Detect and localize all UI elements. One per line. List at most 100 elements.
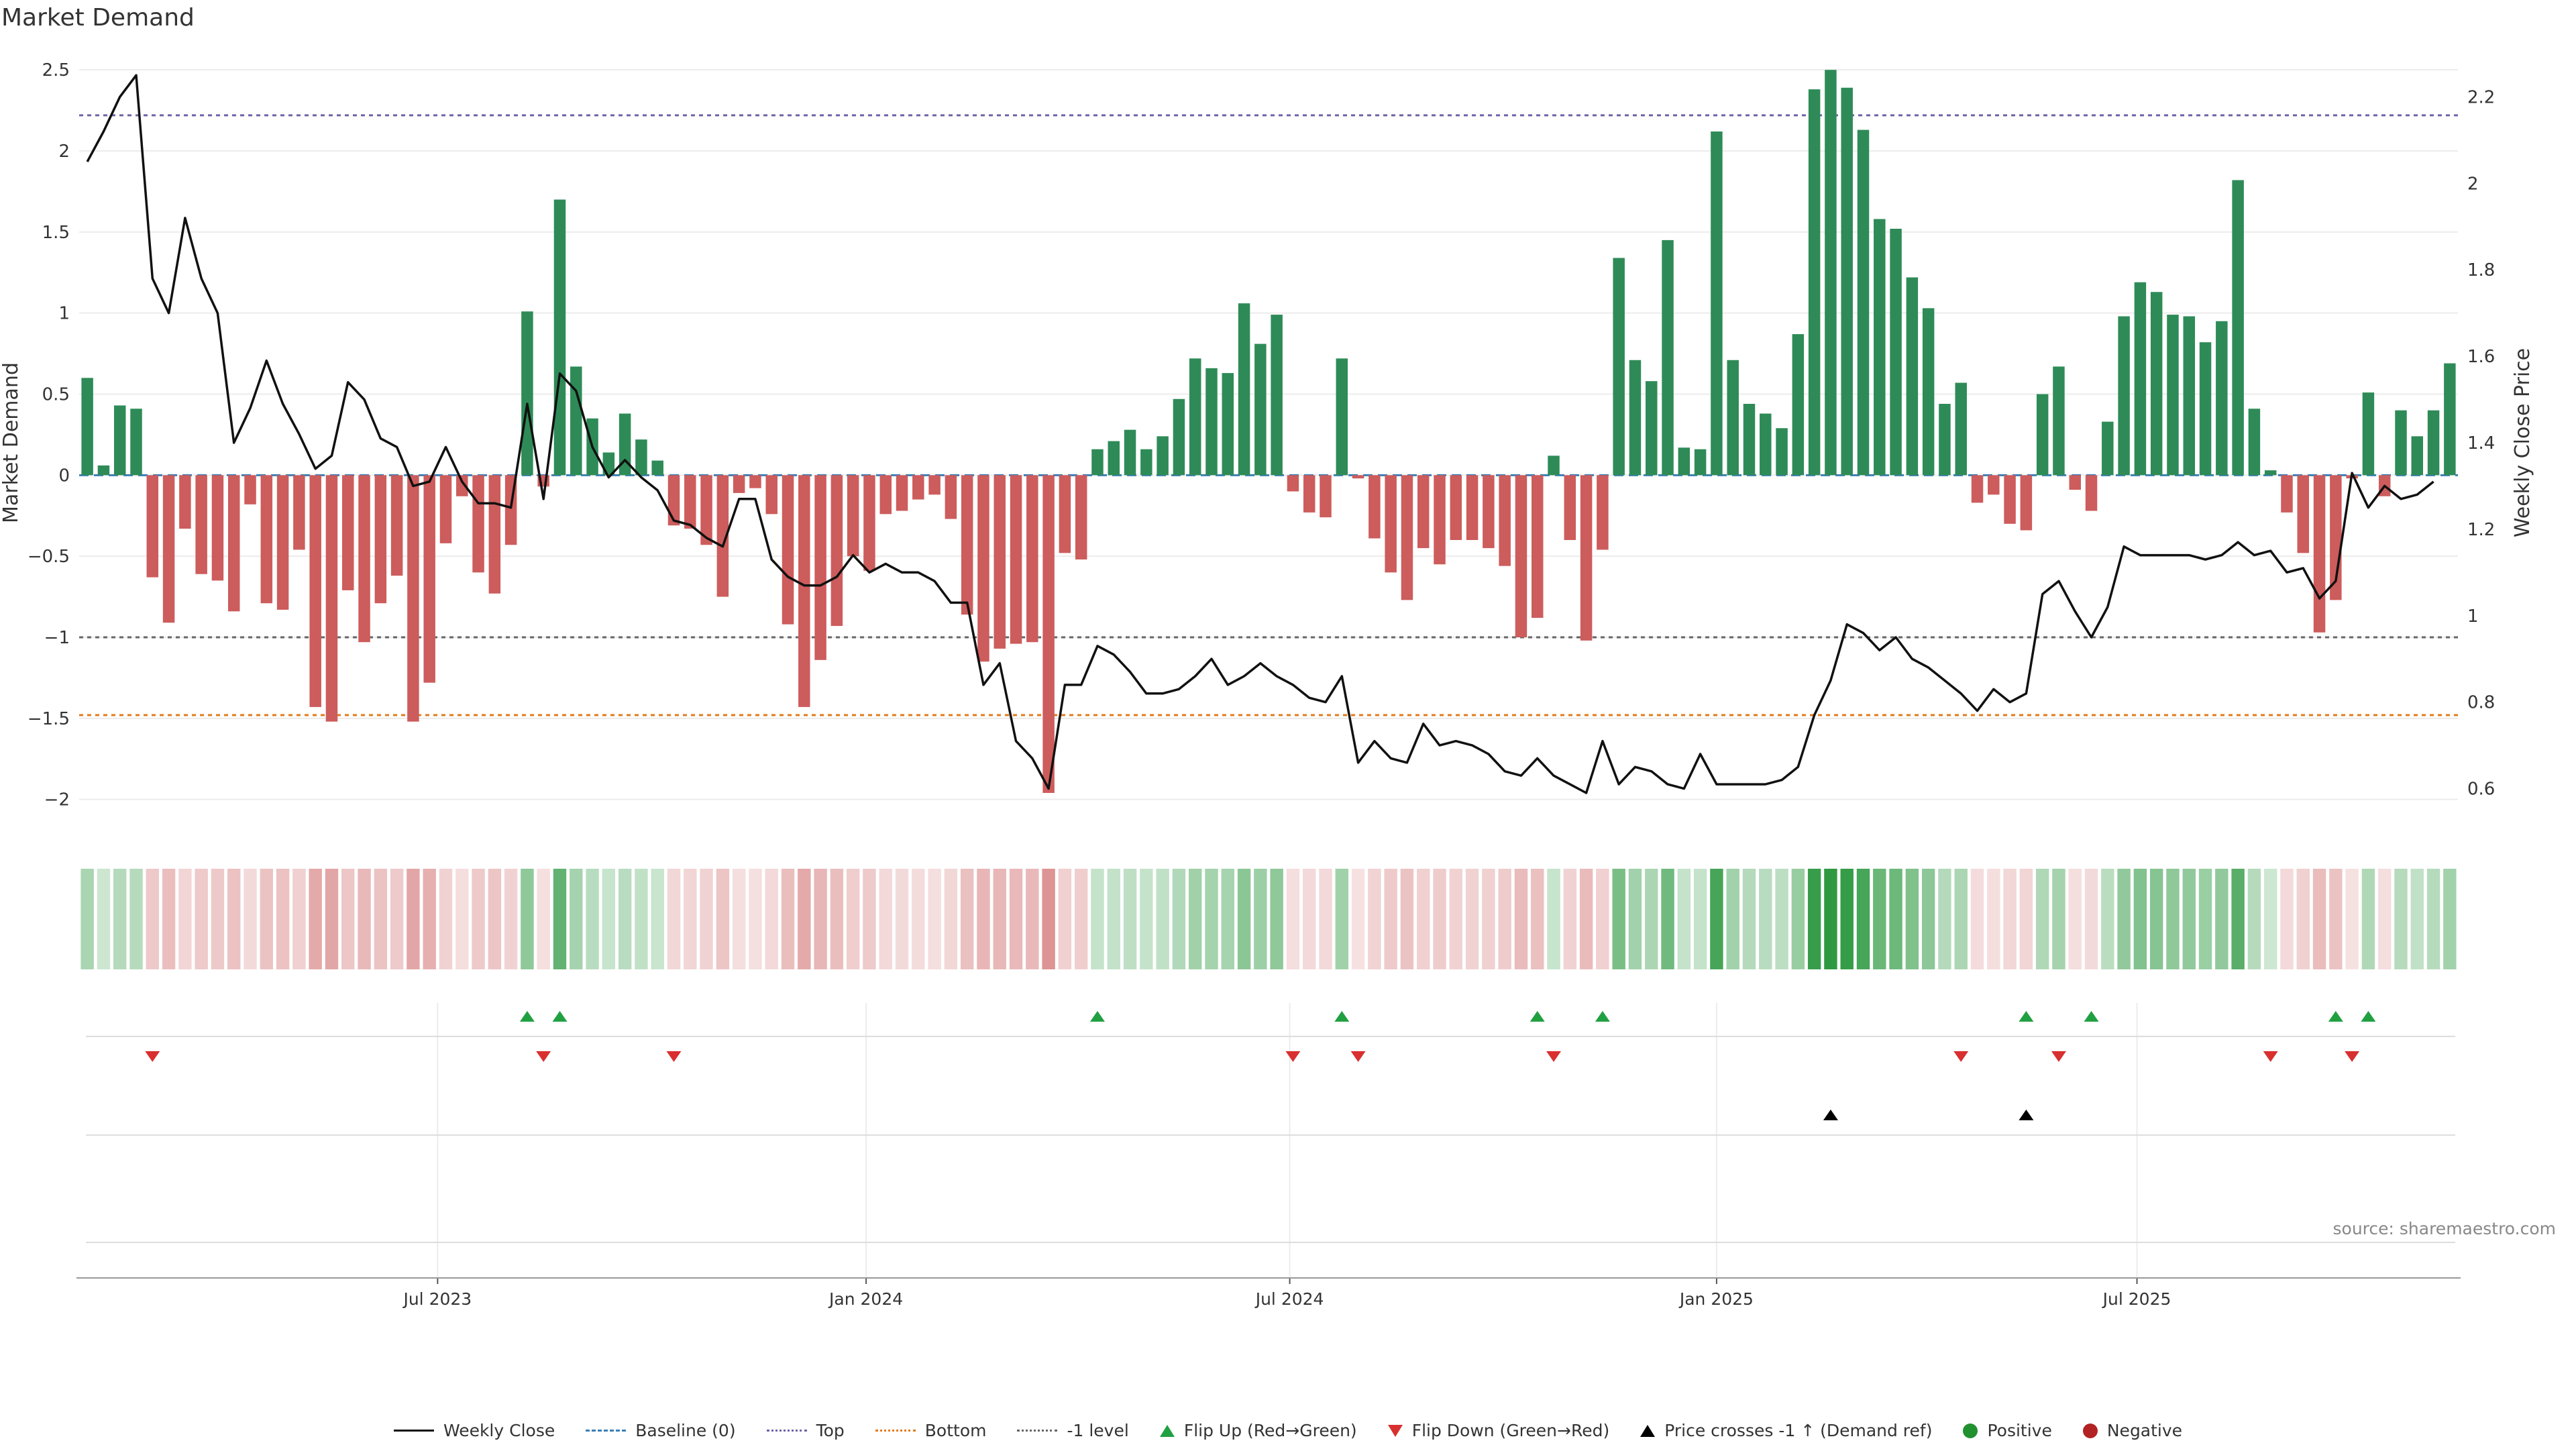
heat-cell xyxy=(2263,869,2277,969)
heat-cell xyxy=(1938,869,1951,969)
heat-cell xyxy=(1807,869,1821,969)
legend-item-positive: Positive xyxy=(1963,1421,2052,1440)
demand-bar xyxy=(1205,368,1218,476)
demand-bar xyxy=(2150,292,2163,476)
y-tick-label: −2 xyxy=(44,790,70,810)
price-line-layer xyxy=(86,74,2434,794)
heat-cell xyxy=(2068,869,2082,969)
demand-bar xyxy=(1401,475,1413,600)
demand-bar xyxy=(1254,343,1267,476)
heat-cell xyxy=(1091,869,1104,969)
heat-cell xyxy=(1074,869,1088,969)
demand-bar xyxy=(2362,392,2375,476)
heat-cell xyxy=(276,869,290,969)
demand-bar xyxy=(2118,316,2130,476)
legend-item-bottom: Bottom xyxy=(875,1421,986,1440)
heat-cell xyxy=(1417,869,1430,969)
heat-cell xyxy=(1351,869,1365,969)
demand-bar xyxy=(325,475,338,722)
demand-bar xyxy=(994,475,1006,649)
heat-cell xyxy=(830,869,844,969)
heat-cell xyxy=(1921,869,1935,969)
y2-tick-label: 1 xyxy=(2467,606,2479,627)
heat-cell xyxy=(1628,869,1642,969)
legend-item-top: Top xyxy=(766,1421,845,1440)
demand-bar xyxy=(2004,475,2016,524)
y-tick-label: 2 xyxy=(58,142,70,162)
heat-cell xyxy=(1775,869,1788,969)
heat-cell xyxy=(1661,869,1674,969)
demand-bar xyxy=(1988,475,2000,495)
heat-cell xyxy=(1221,869,1234,969)
heat-cell xyxy=(2133,869,2147,969)
demand-bar xyxy=(244,475,256,504)
demand-bar xyxy=(1222,373,1234,476)
demand-bar xyxy=(1026,475,1038,643)
heat-cell xyxy=(2084,869,2098,969)
demand-bar xyxy=(1727,360,1739,476)
flip-down-marker xyxy=(1953,1051,1969,1062)
demand-bar xyxy=(1515,475,1527,637)
legend-item-weekly-close: Weekly Close xyxy=(393,1421,555,1440)
demand-bar xyxy=(1450,475,1462,540)
demand-bar xyxy=(1238,303,1250,476)
heat-cell xyxy=(2035,869,2049,969)
heat-cell xyxy=(407,869,420,969)
demand-bar xyxy=(1857,129,1870,476)
heat-cell xyxy=(2443,869,2457,969)
heat-cell xyxy=(2166,869,2180,969)
demand-bar xyxy=(162,475,175,623)
demand-bar xyxy=(390,475,403,576)
demand-bar xyxy=(1597,475,1609,550)
demand-bar xyxy=(1075,475,1087,559)
demand-bar xyxy=(1776,428,1788,476)
demand-bar xyxy=(749,475,761,488)
heat-cell xyxy=(1579,869,1593,969)
heat-cell xyxy=(2410,869,2424,969)
demand-bar xyxy=(1417,475,1430,549)
heat-cell xyxy=(2019,869,2033,969)
heat-cell xyxy=(439,869,453,969)
demand-bar xyxy=(146,475,159,578)
heat-cell xyxy=(732,869,746,969)
heat-cell xyxy=(1237,869,1251,969)
demand-bar xyxy=(830,475,843,627)
demand-bar xyxy=(2085,475,2098,511)
heat-cell xyxy=(227,869,241,969)
heat-cell xyxy=(2003,869,2017,969)
heat-cell xyxy=(537,869,550,969)
y-tick-label: 0.5 xyxy=(42,385,70,405)
demand-bars xyxy=(81,70,2456,793)
flip-down-marker xyxy=(2345,1051,2360,1062)
demand-bar xyxy=(716,475,729,597)
signal-markers xyxy=(145,1011,2376,1120)
demand-bar xyxy=(1808,89,1821,476)
demand-bar xyxy=(2069,475,2081,490)
heat-cell xyxy=(1026,869,1039,969)
demand-bar xyxy=(2395,410,2407,476)
heat-cell xyxy=(684,869,697,969)
heat-cell xyxy=(80,869,94,969)
heat-cell xyxy=(1465,869,1479,969)
heat-cell xyxy=(2361,869,2375,969)
reference-lines xyxy=(79,114,2458,716)
heat-cell xyxy=(1009,869,1023,969)
demand-bar xyxy=(700,475,712,545)
demand-bar xyxy=(1548,455,1560,476)
heat-cell xyxy=(1645,869,1658,969)
heat-cell xyxy=(195,869,208,969)
heat-cell xyxy=(374,869,388,969)
heat-cell xyxy=(1335,869,1349,969)
demand-bar xyxy=(439,475,452,543)
heat-cell xyxy=(2345,869,2359,969)
heat-cell xyxy=(1058,869,1072,969)
demand-bar xyxy=(1678,447,1690,476)
heat-cell xyxy=(944,869,958,969)
demand-bar xyxy=(1157,436,1169,476)
triangle-up-icon xyxy=(1640,1424,1656,1437)
heat-cell xyxy=(2394,869,2408,969)
heat-cell xyxy=(1205,869,1218,969)
heat-cell xyxy=(2426,869,2440,969)
heat-cell xyxy=(977,869,990,969)
